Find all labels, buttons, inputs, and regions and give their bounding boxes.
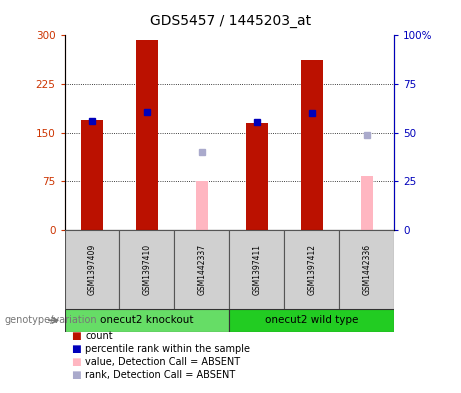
Text: genotype/variation: genotype/variation	[5, 315, 97, 325]
Text: rank, Detection Call = ABSENT: rank, Detection Call = ABSENT	[85, 370, 236, 380]
Text: ■: ■	[71, 370, 81, 380]
Text: GSM1397412: GSM1397412	[307, 244, 316, 295]
Bar	[361, 176, 373, 230]
Bar	[65, 230, 119, 309]
Text: GSM1442337: GSM1442337	[197, 244, 207, 295]
Text: count: count	[85, 331, 113, 341]
Bar	[284, 230, 339, 309]
Text: GSM1442336: GSM1442336	[362, 244, 371, 295]
Bar	[136, 40, 158, 230]
Bar	[81, 119, 103, 230]
Text: GDS5457 / 1445203_at: GDS5457 / 1445203_at	[150, 14, 311, 28]
Text: onecut2 knockout: onecut2 knockout	[100, 315, 194, 325]
Bar	[65, 309, 229, 332]
Bar	[339, 230, 394, 309]
Text: ■: ■	[71, 331, 81, 341]
Text: GSM1397411: GSM1397411	[252, 244, 261, 295]
Text: GSM1397410: GSM1397410	[142, 244, 152, 295]
Bar	[246, 123, 268, 230]
Bar	[229, 230, 284, 309]
Bar	[119, 230, 174, 309]
Bar	[174, 230, 229, 309]
Bar	[301, 60, 323, 230]
Text: percentile rank within the sample: percentile rank within the sample	[85, 344, 250, 354]
Text: ■: ■	[71, 344, 81, 354]
Text: value, Detection Call = ABSENT: value, Detection Call = ABSENT	[85, 357, 240, 367]
Bar	[229, 309, 394, 332]
Text: GSM1397409: GSM1397409	[88, 244, 96, 295]
Text: onecut2 wild type: onecut2 wild type	[265, 315, 359, 325]
Bar	[196, 181, 208, 230]
Text: ■: ■	[71, 357, 81, 367]
